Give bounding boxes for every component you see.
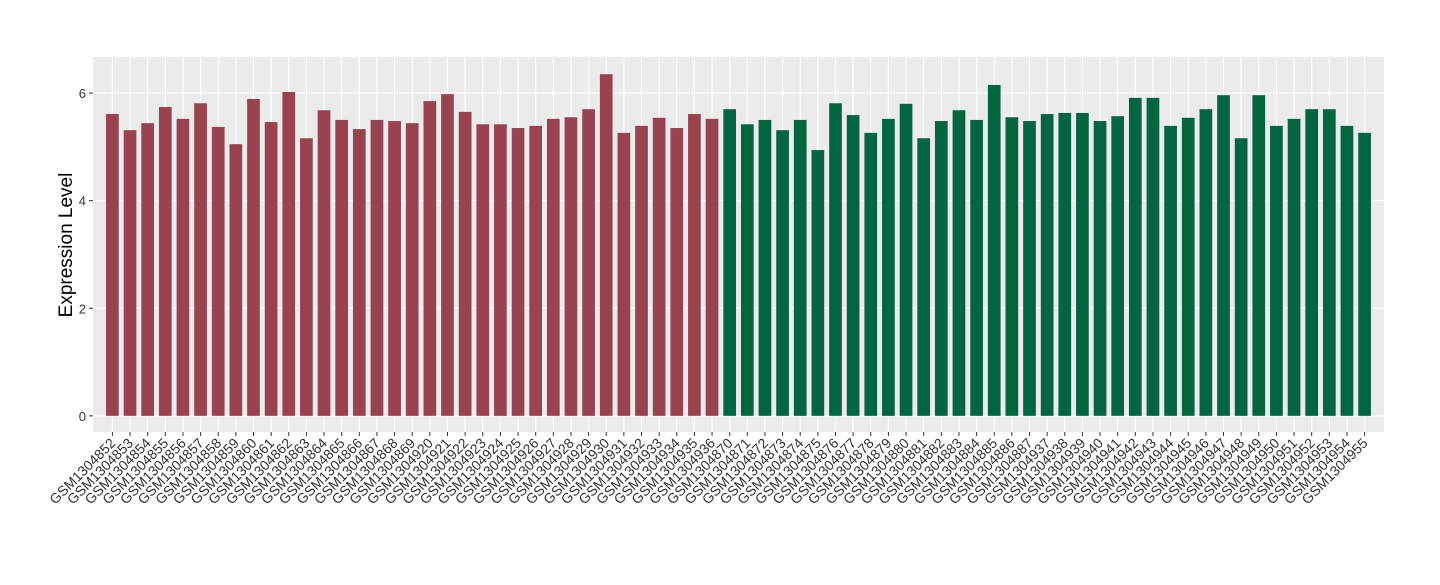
- y-axis-title: Expression Level: [56, 173, 77, 318]
- bar: [158, 107, 172, 416]
- bar: [1076, 112, 1089, 416]
- bar: [1217, 95, 1230, 416]
- bar: [1146, 97, 1160, 416]
- bar: [1287, 118, 1301, 416]
- bar: [670, 128, 684, 416]
- bar: [1164, 125, 1177, 416]
- bar: [1058, 112, 1072, 416]
- bar: [1199, 109, 1213, 416]
- y-tick-label: 6: [79, 86, 86, 101]
- bar: [300, 138, 313, 416]
- bar: [829, 103, 842, 416]
- bar: [423, 101, 437, 416]
- bar: [758, 119, 772, 416]
- bar: [564, 117, 578, 416]
- bar: [1181, 117, 1195, 416]
- bar: [740, 124, 754, 416]
- bar: [1005, 117, 1019, 416]
- bar: [1358, 132, 1371, 416]
- bar: [1040, 114, 1054, 416]
- bar: [1111, 116, 1125, 416]
- bar: [106, 114, 119, 416]
- bar: [352, 129, 366, 416]
- bar: [1023, 121, 1036, 416]
- bar: [776, 130, 789, 416]
- bar: [441, 94, 454, 416]
- bar: [370, 119, 384, 416]
- bar: [123, 130, 137, 416]
- bar: [141, 123, 155, 416]
- bar: [652, 117, 666, 416]
- bar: [705, 118, 719, 416]
- bar: [723, 109, 737, 416]
- bar: [494, 124, 507, 416]
- bar: [282, 91, 296, 416]
- bar: [1252, 95, 1266, 416]
- bar: [1270, 125, 1283, 416]
- bar: [1322, 109, 1336, 416]
- bar: [811, 150, 825, 416]
- bar: [229, 144, 243, 416]
- bar: [582, 109, 595, 416]
- bar: [882, 118, 895, 416]
- bar: [476, 124, 490, 416]
- bar: [529, 125, 543, 416]
- y-tick-label: 0: [79, 409, 86, 424]
- y-tick-label: 2: [79, 301, 86, 316]
- bar: [1340, 125, 1354, 416]
- bar: [317, 110, 331, 416]
- bar: [970, 119, 983, 416]
- bar: [599, 74, 613, 416]
- bar: [546, 118, 560, 416]
- bar: [247, 98, 260, 416]
- bar: [793, 119, 807, 416]
- y-tick-label: 4: [79, 194, 86, 209]
- bar: [1234, 138, 1248, 416]
- bar: [388, 121, 401, 416]
- bar: [899, 103, 913, 416]
- bar: [176, 118, 190, 416]
- bar: [335, 119, 349, 416]
- bar: [1128, 97, 1142, 416]
- bar: [405, 123, 419, 416]
- bar: [264, 122, 278, 416]
- bar: [688, 114, 701, 416]
- bar: [917, 138, 931, 416]
- bar: [934, 121, 948, 416]
- bar: [635, 125, 648, 416]
- bar: [194, 103, 207, 416]
- bar: [1305, 109, 1319, 416]
- bar: [952, 110, 966, 416]
- bar: [617, 132, 631, 416]
- bar: [211, 126, 225, 416]
- bar: [864, 132, 878, 416]
- bar: [1093, 121, 1107, 416]
- bar: [987, 84, 1001, 416]
- bar: [846, 115, 860, 416]
- bar: [458, 111, 472, 416]
- bar: [511, 128, 525, 416]
